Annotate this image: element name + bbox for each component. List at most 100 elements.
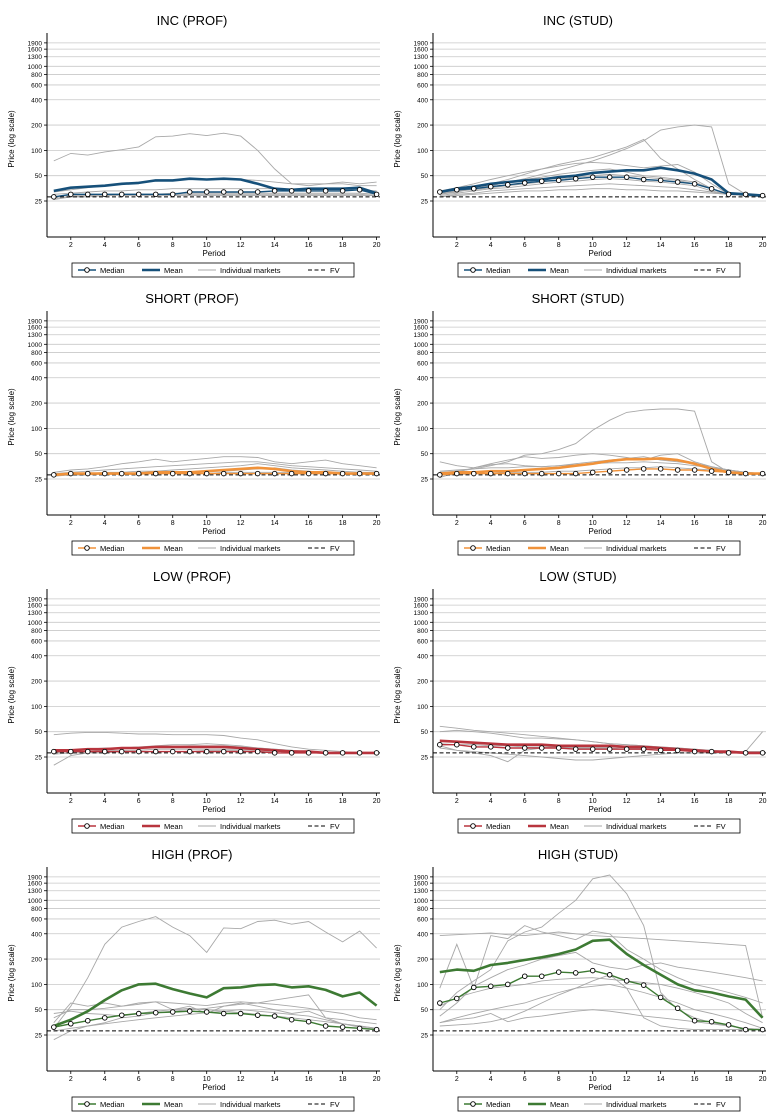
median-point [589, 469, 596, 476]
y-tick-label: 50 [35, 729, 43, 736]
median-point [254, 189, 261, 195]
median-point [254, 1012, 261, 1018]
median-point [356, 1025, 363, 1032]
x-tick-label: 6 [137, 520, 141, 527]
x-tick-label: 20 [373, 520, 381, 527]
x-tick-label: 14 [271, 798, 279, 805]
x-tick-label: 10 [589, 1076, 597, 1083]
legend-median-marker [470, 1101, 476, 1107]
x-axis-label: Period [588, 1083, 611, 1092]
median-point [674, 467, 681, 473]
market-series [439, 408, 763, 475]
y-tick-label: 400 [31, 97, 42, 104]
y-tick-label: 25 [35, 755, 43, 762]
x-tick-label: 2 [69, 798, 73, 805]
y-tick-label: 400 [417, 653, 428, 660]
legend-mean-label: Mean [164, 1100, 183, 1109]
median-point [271, 1013, 278, 1019]
legend-median-marker [84, 545, 90, 551]
x-tick-label: 20 [373, 242, 381, 249]
legend-mean-label: Mean [550, 266, 569, 275]
legend-median-marker [84, 823, 90, 829]
median-point [51, 194, 57, 200]
y-axis-label: Price (log scale) [7, 110, 16, 168]
median-point [538, 745, 545, 751]
median-point [339, 470, 346, 477]
y-tick-label: 200 [417, 957, 428, 964]
mean-series [53, 177, 378, 195]
legend-median-label: Median [486, 822, 511, 831]
legend-median-label: Median [486, 266, 511, 275]
median-point [572, 175, 579, 182]
y-tick-label: 1900 [28, 874, 43, 881]
median-point [488, 470, 494, 477]
median-point [373, 191, 380, 198]
legend-fv-label: FV [330, 266, 340, 275]
y-tick-label: 600 [31, 916, 42, 923]
x-tick-label: 12 [237, 798, 245, 805]
x-tick-label: 10 [589, 520, 597, 527]
median-point [471, 470, 477, 477]
legend-fv-label: FV [330, 544, 340, 553]
legend-mean-label: Mean [164, 544, 183, 553]
y-tick-label: 200 [31, 679, 42, 686]
x-tick-label: 20 [373, 798, 381, 805]
y-tick-label: 25 [35, 1033, 43, 1040]
market-series [439, 874, 763, 1031]
median-point [606, 468, 613, 474]
y-tick-label: 200 [31, 957, 42, 964]
x-tick-label: 8 [557, 520, 561, 527]
x-tick-label: 16 [691, 1076, 699, 1083]
x-tick-label: 2 [455, 520, 459, 527]
y-axis-label: Price (log scale) [393, 666, 402, 724]
median-point [454, 741, 460, 748]
y-tick-label: 25 [421, 755, 429, 762]
median-point [708, 468, 715, 474]
median-point [572, 970, 579, 976]
median-point [640, 466, 647, 472]
median-point [691, 748, 698, 755]
median-point [623, 978, 630, 984]
chart-panel: SHORT (STUD)2550100200400600800100013001… [393, 291, 767, 556]
median-point [339, 1024, 346, 1030]
median-point [169, 1009, 176, 1015]
mean-series [53, 982, 378, 1028]
median-point [521, 180, 528, 186]
y-tick-label: 1000 [414, 898, 429, 905]
y-tick-label: 1000 [28, 342, 43, 349]
median-point [169, 748, 176, 755]
median-point [572, 470, 579, 477]
median-point [186, 470, 193, 477]
median-point [606, 174, 613, 180]
median-point [220, 189, 227, 195]
market-series [53, 1001, 377, 1025]
median-point [135, 748, 142, 755]
y-tick-label: 400 [417, 97, 428, 104]
median-point [708, 748, 715, 755]
median-point [640, 746, 647, 752]
median-point [623, 746, 630, 752]
y-tick-label: 25 [421, 477, 429, 484]
x-tick-label: 18 [339, 242, 347, 249]
y-tick-label: 600 [417, 638, 428, 645]
y-tick-label: 200 [417, 401, 428, 408]
median-point [271, 470, 278, 477]
median-point [356, 187, 363, 193]
x-tick-label: 18 [725, 520, 733, 527]
y-tick-label: 100 [31, 982, 42, 989]
y-tick-label: 200 [417, 679, 428, 686]
x-tick-label: 4 [103, 1076, 107, 1083]
x-tick-label: 6 [137, 242, 141, 249]
x-tick-label: 10 [203, 520, 211, 527]
median-point [708, 185, 715, 192]
y-tick-label: 25 [421, 199, 429, 206]
y-tick-label: 600 [417, 916, 428, 923]
y-tick-label: 1600 [28, 325, 43, 332]
median-point [691, 181, 698, 187]
median-point [488, 183, 494, 190]
x-tick-label: 14 [271, 1076, 279, 1083]
y-tick-label: 1600 [414, 881, 429, 888]
median-series [439, 468, 763, 476]
